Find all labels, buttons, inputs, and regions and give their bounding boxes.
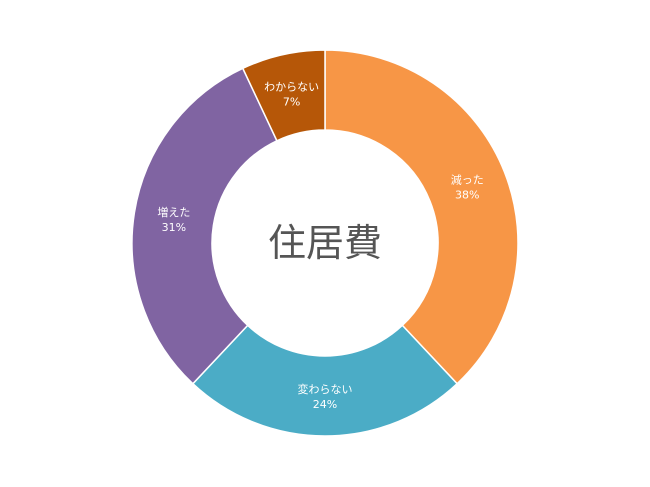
- slice-category-label: 減った: [451, 173, 484, 187]
- slices-group: [131, 49, 519, 437]
- slice-value-label: 7%: [283, 96, 300, 109]
- slice-category-label: わからない: [264, 81, 319, 94]
- labels-group: 減った 38% 変わらない 24% 増えた 31% わからない 7%: [157, 81, 483, 411]
- slice-value-label: 38%: [455, 189, 479, 202]
- slice-4: [241, 49, 326, 142]
- slice-3: [131, 67, 278, 385]
- slice-value-label: 31%: [162, 221, 186, 234]
- chart-title: 住居費: [268, 221, 382, 265]
- slice-1: [324, 49, 519, 385]
- slice-2: [191, 324, 459, 437]
- slice-category-label: 変わらない: [298, 382, 353, 396]
- slice-value-label: 24%: [313, 398, 337, 411]
- slice-category-label: 増えた: [157, 206, 190, 219]
